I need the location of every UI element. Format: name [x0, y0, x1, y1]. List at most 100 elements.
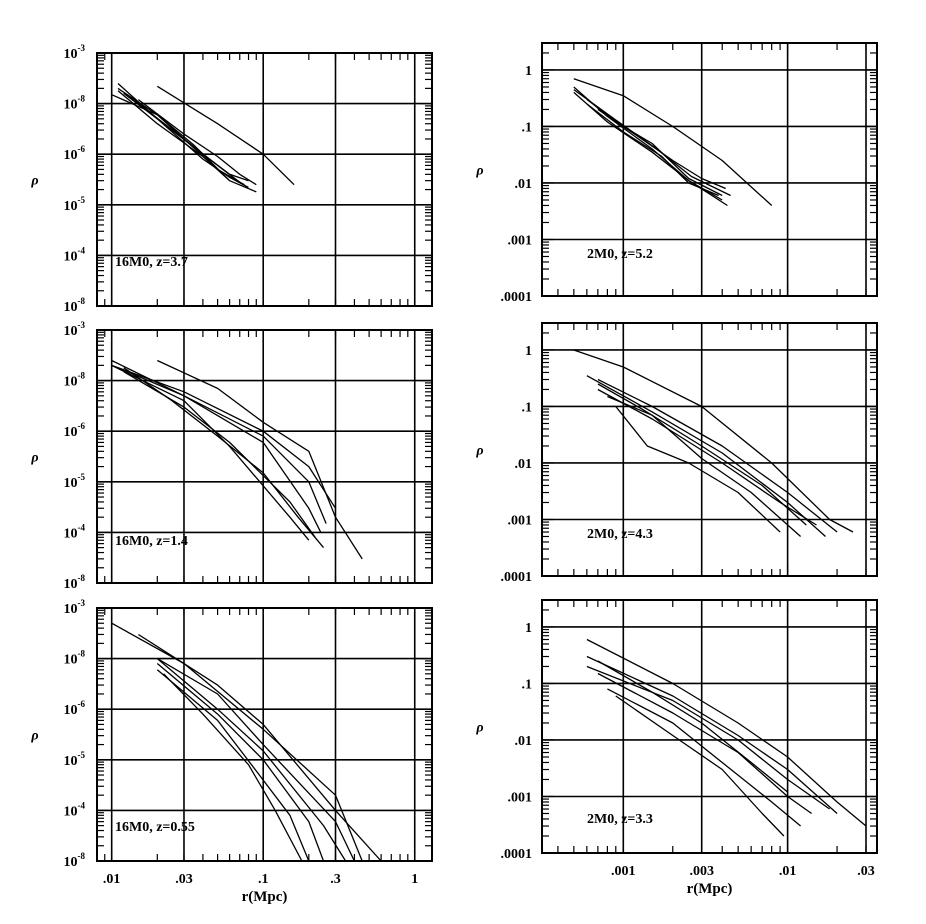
x-axis-label: r(Mpc) [687, 881, 733, 897]
y-tick-label: 10-6 [64, 699, 86, 718]
panel-2: .0001 .001 .01 .1 1 ρ 2M0, z=5.2 [475, 42, 878, 305]
series-line-4 [117, 367, 322, 533]
x-tick-label: .001 [611, 864, 636, 879]
y-axis-label: ρ [475, 721, 483, 736]
y-tick-label: 1 [525, 64, 532, 79]
y-tick-label: .001 [508, 233, 533, 248]
y-tick-label: 10-8 [64, 94, 86, 113]
plot-frame [96, 607, 433, 862]
series-line-6 [138, 99, 257, 186]
x-axis-label: r(Mpc) [242, 889, 288, 905]
series-line-2 [111, 622, 363, 861]
y-axis-label: ρ [30, 729, 38, 744]
y-tick-label: 10-3 [64, 320, 86, 339]
minor-ticks [542, 42, 877, 297]
series-line-8 [117, 87, 231, 182]
y-axis-label: ρ [30, 451, 38, 466]
y-tick-label: 10-4 [64, 800, 86, 819]
series-line-5 [586, 103, 719, 197]
y-tick-label: 10-4 [64, 245, 86, 264]
series-group [111, 359, 363, 560]
series-line-6 [615, 406, 781, 533]
x-tick-label: .3 [330, 872, 341, 887]
minor-ticks [96, 608, 432, 862]
series-line-4 [586, 98, 723, 197]
y-tick-label: 10-8 [64, 573, 86, 592]
series-line-1 [573, 349, 854, 533]
series-line-4 [156, 658, 347, 861]
series-line-7 [111, 94, 245, 186]
series-line-1 [586, 638, 867, 827]
y-tick-label: .0001 [501, 847, 533, 862]
panel-annotation: 2M0, z=4.3 [587, 527, 653, 542]
y-tick-label: 10-8 [64, 851, 86, 870]
series-line-1 [138, 633, 382, 861]
series-line-5 [156, 663, 325, 861]
plot-frame [541, 599, 878, 854]
plot-frame [541, 322, 878, 577]
series-group [111, 83, 295, 193]
x-tick-label: .003 [689, 864, 714, 879]
panel-annotation: 2M0, z=3.3 [587, 812, 653, 827]
y-tick-label: .01 [515, 457, 533, 472]
series-line-2 [111, 364, 337, 509]
y-tick-label: 10-8 [64, 296, 86, 315]
plot-frame [541, 42, 878, 297]
series-line-5 [607, 395, 802, 537]
x-tick-label: .01 [103, 872, 121, 887]
minor-ticks [542, 599, 877, 854]
y-tick-label: 10-8 [64, 371, 86, 390]
series-group [573, 78, 773, 207]
y-tick-label: 10-6 [64, 144, 86, 163]
panel-1: 10-8 10-4 10-5 10-6 10-8 10-3 ρ 16M0, z=3.7 [30, 43, 433, 315]
plot-frame [96, 329, 433, 584]
series-line-2 [597, 378, 838, 533]
series-line-3 [156, 658, 355, 861]
panel-annotation: 16M0, z=1.4 [115, 534, 188, 549]
y-tick-label: .0001 [501, 290, 533, 305]
minor-ticks [542, 322, 877, 577]
y-tick-label: 10-5 [64, 472, 86, 491]
y-axis-label: ρ [30, 174, 38, 189]
y-tick-label: 1 [525, 344, 532, 359]
series-line-7 [163, 673, 303, 861]
series-line-4 [597, 388, 817, 526]
y-tick-label: .1 [522, 120, 533, 135]
panel-annotation: 16M0, z=0.55 [115, 820, 195, 835]
series-line-1 [157, 359, 363, 560]
y-tick-label: 1 [525, 621, 532, 636]
series-group [111, 622, 382, 861]
panel-4: .0001 .001 .01 .1 1 ρ 2M0, z=4.3 [475, 322, 878, 585]
series-line-6 [597, 108, 726, 190]
series-line-7 [573, 89, 731, 197]
x-tick-label: 1 [411, 872, 418, 887]
y-axis-label: ρ [475, 444, 483, 459]
y-tick-label: 10-3 [64, 43, 86, 62]
series-line-5 [607, 688, 802, 827]
plot-frame [96, 52, 433, 307]
series-line-2 [586, 655, 838, 814]
series-group [573, 349, 854, 537]
y-tick-label: .001 [508, 790, 533, 805]
series-line-3 [586, 375, 826, 537]
y-tick-label: 10-8 [64, 649, 86, 668]
series-line-1 [573, 78, 773, 206]
panel-5: 10-8 10-4 10-5 10-6 10-8 10-3 .01 .03 .1 .3 1 ρ r(Mp… [30, 598, 433, 905]
series-line-1 [156, 85, 295, 186]
y-tick-label: 10-4 [64, 522, 86, 541]
panel-annotation: 16M0, z=3.7 [115, 255, 188, 270]
x-tick-label: .1 [258, 872, 269, 887]
y-tick-label: .0001 [501, 570, 533, 585]
series-line-3 [111, 359, 327, 524]
y-axis-label: ρ [475, 164, 483, 179]
x-tick-label: .01 [779, 864, 797, 879]
x-tick-label: .03 [857, 864, 875, 879]
y-tick-label: .01 [515, 734, 533, 749]
y-tick-label: .01 [515, 177, 533, 192]
panel-3: 10-8 10-4 10-5 10-6 10-8 10-3 ρ 16M0, z=1.4 [30, 320, 433, 592]
series-line-7 [597, 383, 807, 526]
series-group [586, 638, 867, 837]
series-line-3 [586, 665, 830, 810]
minor-ticks [96, 53, 432, 307]
